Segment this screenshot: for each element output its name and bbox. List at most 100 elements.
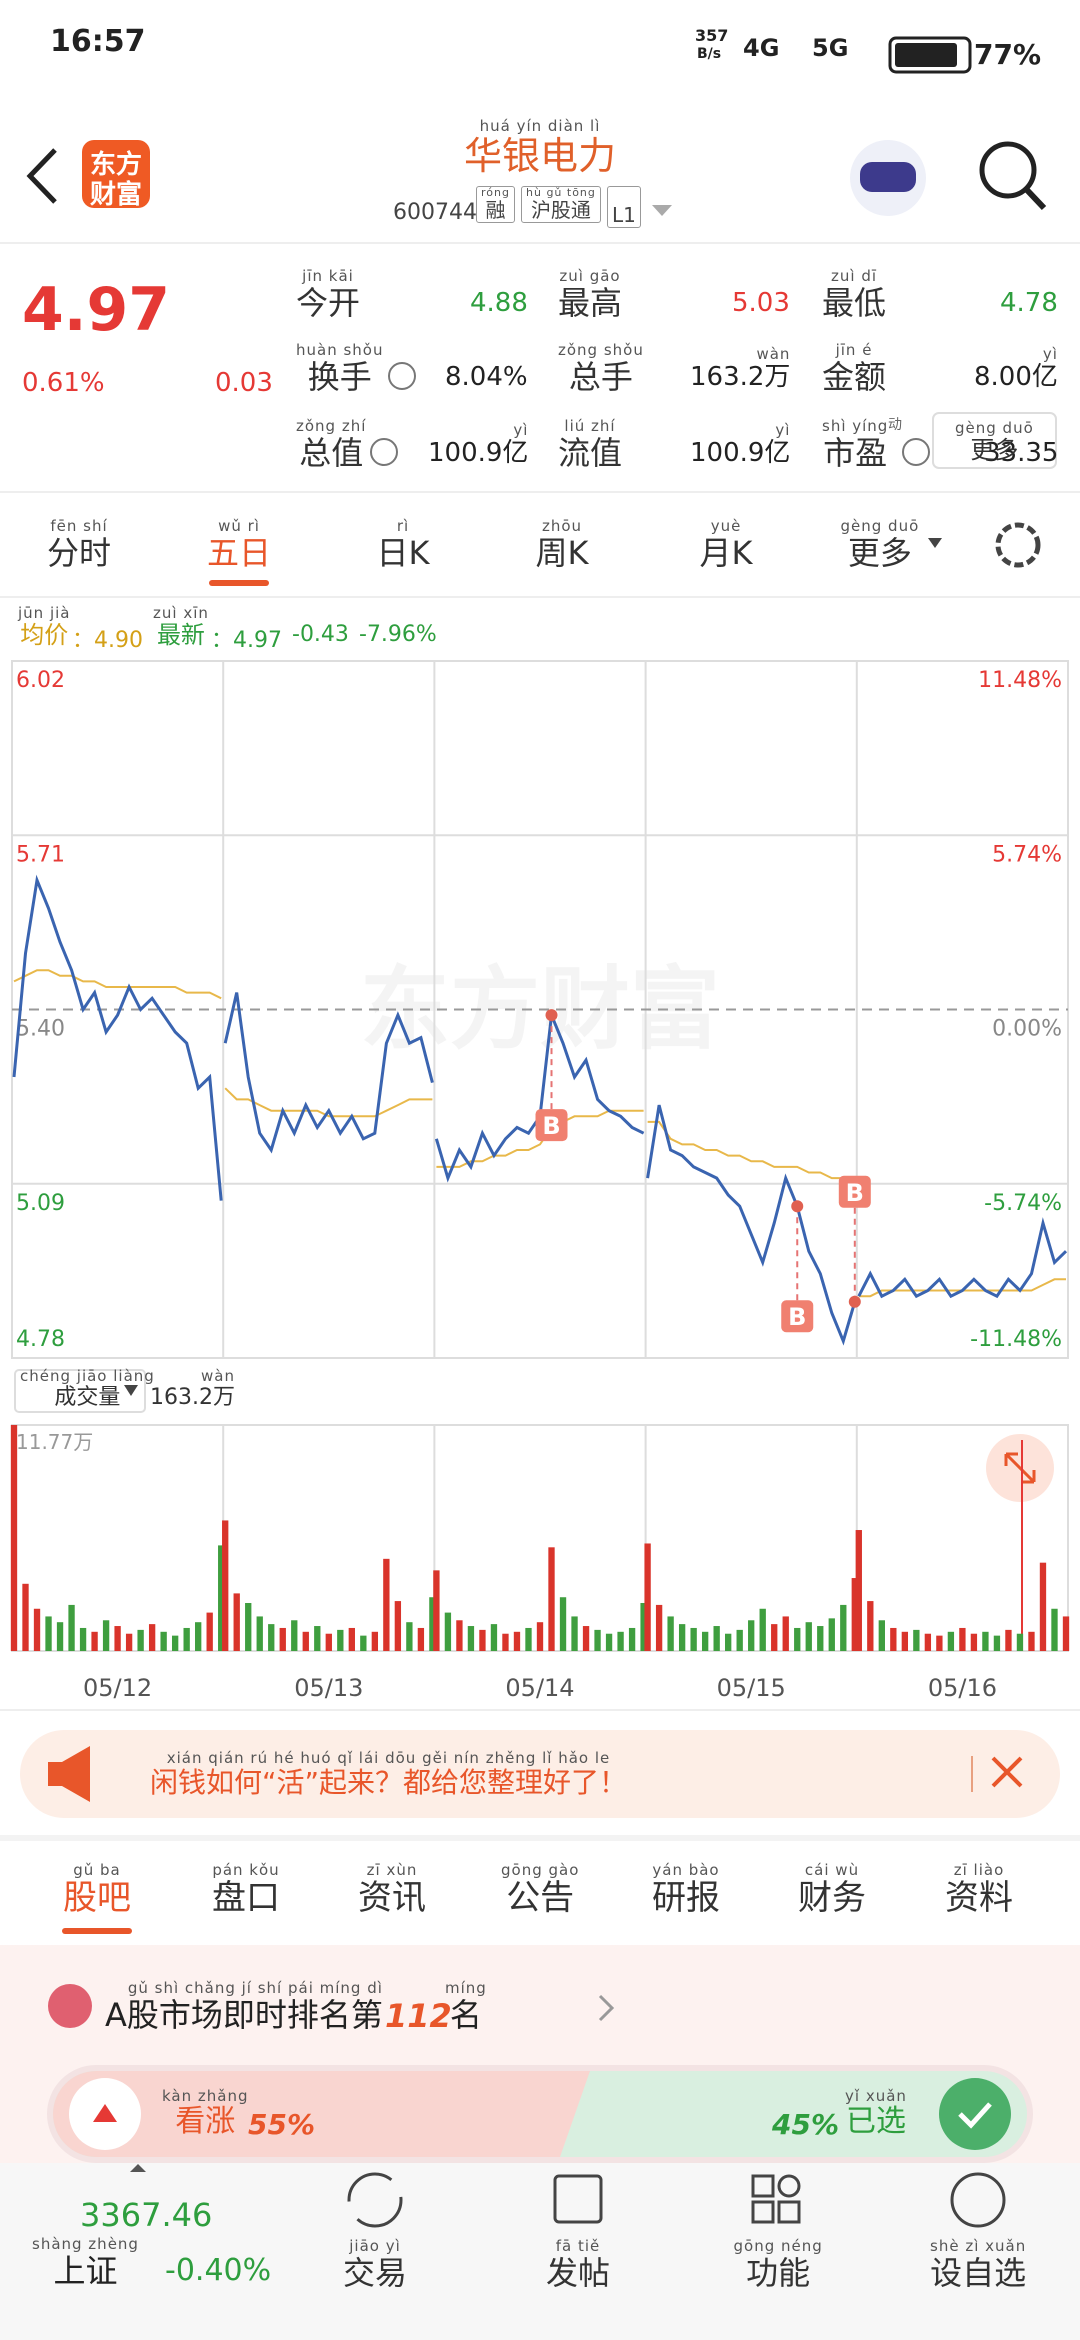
y-tick-label: 4.78 (16, 1327, 65, 1352)
trade-point (848, 1295, 861, 1308)
pinyin-word: yǐ xuǎn 已选 (845, 2088, 907, 2140)
word: 研报 (652, 1878, 720, 1918)
volume-bar (840, 1604, 847, 1651)
volume-bar (195, 1622, 202, 1651)
rank-number: 112 (385, 1997, 452, 2035)
word: 163.2万 (690, 362, 791, 392)
volume-bar (878, 1620, 885, 1651)
volume-bar (970, 1633, 978, 1651)
y-tick-label: 5.71 (16, 842, 65, 867)
volume-bar (748, 1620, 755, 1651)
word: 163.2万 (150, 1385, 235, 1410)
pinyin-word: gèng duō 更多 (955, 420, 1034, 465)
pinyin-word[interactable]: jiāo yì 交易 (343, 2238, 407, 2292)
check-icon (958, 2102, 992, 2129)
pinyin-word[interactable]: fā tiě 发帖 (546, 2238, 610, 2292)
pinyin: zǒng zhí (296, 417, 367, 435)
volume-bar (502, 1633, 509, 1651)
pinyin-word[interactable]: gōng néng 功能 (734, 2238, 823, 2292)
chevron[interactable] (598, 1994, 615, 2022)
pinyin: yì (1042, 345, 1058, 363)
favorite-icon[interactable] (950, 2172, 1006, 2228)
pinyin-word: 33.35 (984, 422, 1058, 469)
avg-line (647, 1120, 856, 1185)
volume-bar (371, 1631, 379, 1651)
word: 8.04% (445, 362, 528, 392)
pinyin-word[interactable]: shè zì xuǎn 设自选 (930, 2238, 1026, 2292)
volume-bar (337, 1629, 344, 1651)
word: 交易 (343, 2254, 408, 2292)
word: 上证 (53, 2252, 118, 2290)
banner-bg[interactable] (20, 1730, 1060, 1818)
vote-down-button[interactable] (939, 2078, 1011, 2150)
volume-bar (993, 1635, 1001, 1651)
trade-mark-label: B (846, 1179, 864, 1207)
word: 财务 (798, 1878, 866, 1918)
close-icon[interactable] (991, 1756, 1023, 1788)
pinyin-word: yán bào 研报 (652, 1862, 720, 1918)
pinyin-word: gōng gào 公告 (501, 1862, 579, 1918)
word: 8.00亿 (974, 362, 1058, 392)
volume-bar (1005, 1629, 1012, 1651)
volume-bar (102, 1620, 110, 1651)
volume-bar (867, 1601, 874, 1651)
volume-bar (479, 1629, 486, 1651)
volume-bar (736, 1629, 743, 1651)
function-icon[interactable] (751, 2174, 775, 2198)
post-icon[interactable] (553, 2174, 603, 2224)
back-icon[interactable] (26, 148, 57, 204)
pinyin: huàn shǒu (296, 341, 384, 359)
search-icon[interactable] (979, 141, 1037, 199)
pinyin: zī xùn (366, 1861, 418, 1879)
volume-bar (268, 1624, 275, 1651)
pinyin: jūn jià (18, 604, 71, 622)
pinyin-word: huá yín diàn lì 华银电力 (440, 118, 640, 179)
word: 总手 (568, 358, 633, 396)
pinyin: shè zì xuǎn (930, 2237, 1027, 2255)
volume-bar (417, 1627, 425, 1651)
volume-bar (490, 1624, 498, 1651)
volume-bar (1062, 1616, 1070, 1651)
dropdown-icon[interactable] (652, 205, 672, 216)
search-icon (1024, 187, 1047, 211)
volume-bar (571, 1616, 578, 1651)
pinyin-word: jīn kāi 今开 (296, 268, 360, 322)
word: 市盈 (823, 434, 888, 472)
word: 4.88 (470, 288, 528, 318)
word: 均价 (20, 621, 69, 649)
pinyin-word: róng 融 (476, 186, 515, 223)
volume-bar (947, 1631, 955, 1651)
more-button[interactable] (932, 412, 1057, 469)
volume-bar (678, 1624, 686, 1651)
volume-bar (125, 1633, 133, 1651)
pinyin: hù gǔ tōng (526, 186, 596, 199)
vote-up-part[interactable] (53, 2071, 590, 2157)
battery-icon (888, 36, 972, 74)
tab-indicator (62, 1928, 132, 1934)
word: 最新 (156, 621, 205, 649)
pinyin: pán kǒu (212, 1861, 280, 1879)
volume-bar (222, 1520, 229, 1651)
pinyin-word: gǔ ba 股吧 (63, 1862, 131, 1918)
pinyin-word: gǔ shì chǎng jí shí pái míng dì A股市场即时排名第 (105, 1980, 383, 2034)
settings-icon[interactable] (995, 522, 1041, 568)
volume-bar (383, 1558, 390, 1651)
volume-bar (1051, 1608, 1058, 1651)
volume-bar (91, 1631, 98, 1651)
volume-selector[interactable] (14, 1369, 146, 1413)
volume-bar (548, 1547, 555, 1651)
pinyin-word: chéng jiāo liàng 成交量 (20, 1368, 155, 1411)
trade-point (545, 1009, 558, 1022)
net-speed: 357 (695, 26, 729, 45)
pinyin: shì yíng (822, 417, 889, 435)
index-pct: -0.40% (165, 2253, 272, 2288)
divider (0, 1835, 1080, 1841)
tab-indicator (209, 580, 269, 586)
trade-icon[interactable] (347, 2172, 403, 2228)
date-label: 05/13 (294, 1674, 363, 1702)
info-icon (902, 438, 930, 466)
word: 名 (449, 1996, 482, 2034)
volume-bar (456, 1620, 463, 1651)
word: A股市场即时排名第 (105, 1996, 383, 2034)
